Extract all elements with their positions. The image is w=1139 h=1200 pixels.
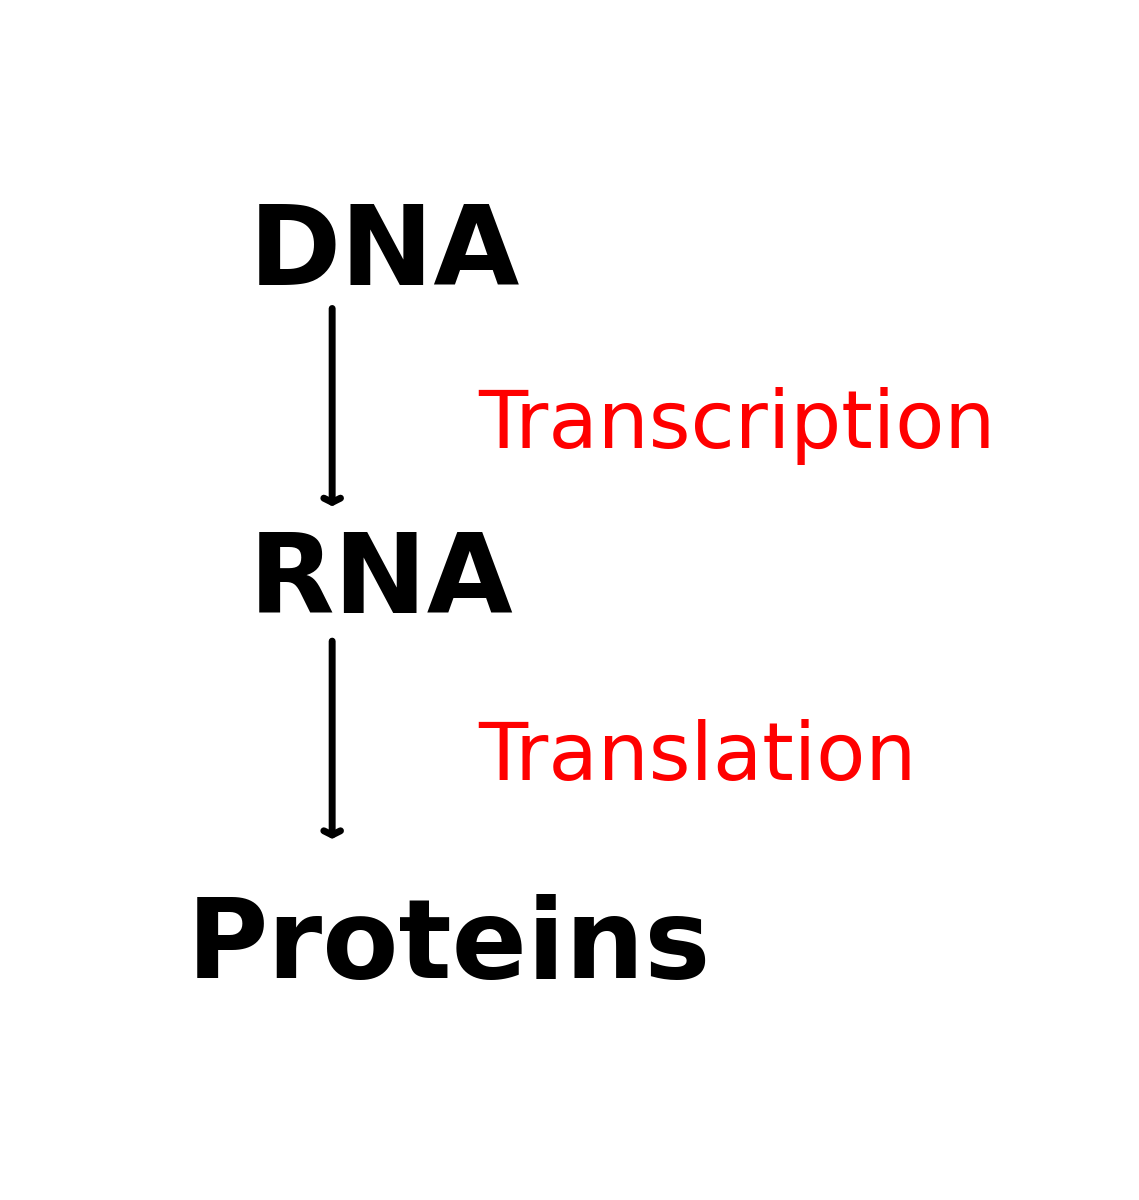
Text: DNA: DNA bbox=[248, 202, 519, 308]
Text: RNA: RNA bbox=[248, 529, 513, 636]
Text: Transcription: Transcription bbox=[478, 386, 995, 464]
Text: Proteins: Proteins bbox=[187, 894, 711, 1001]
Text: Translation: Translation bbox=[478, 720, 916, 798]
